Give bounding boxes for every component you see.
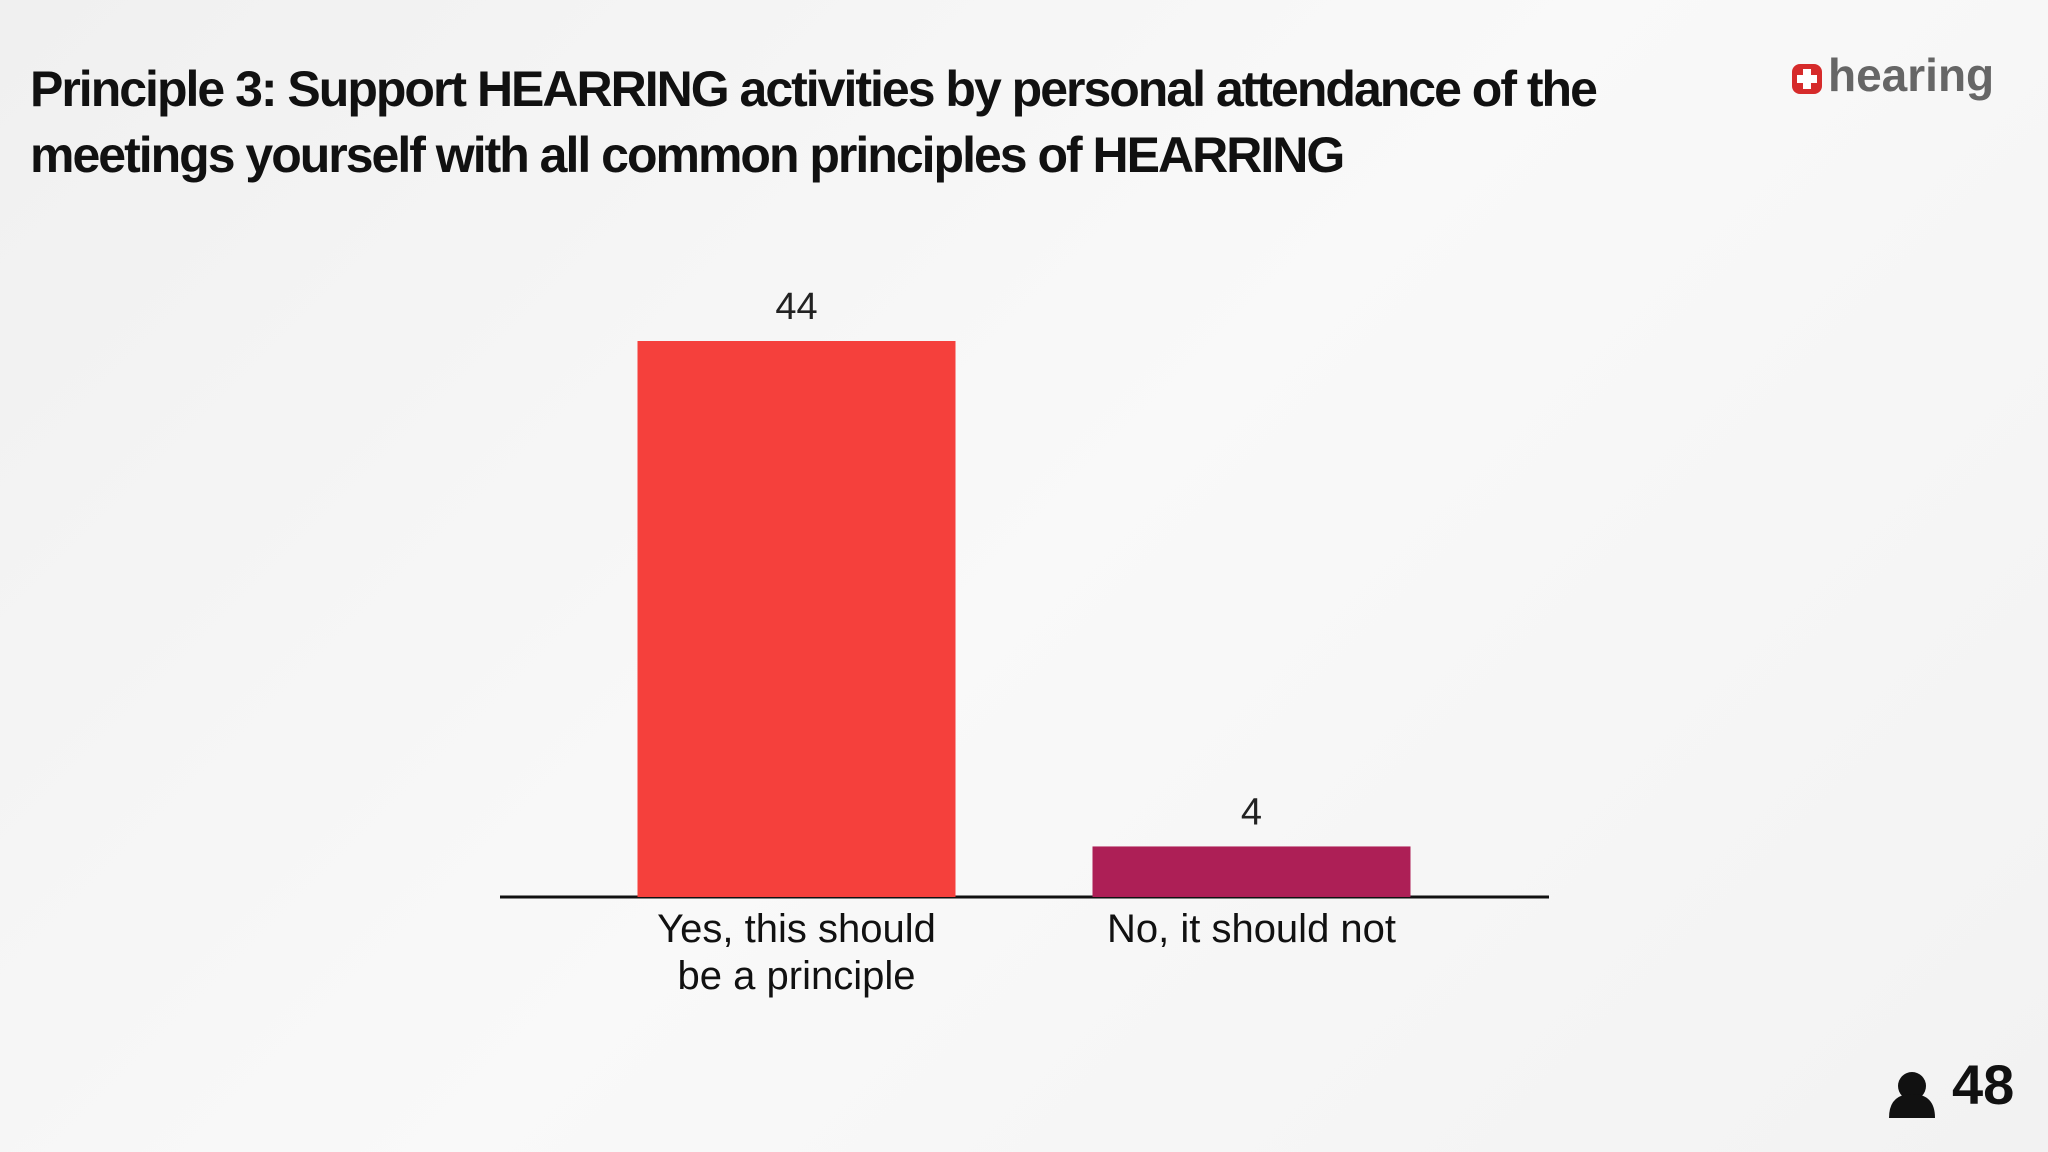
person-icon bbox=[1889, 1072, 1935, 1118]
value-label: 4 bbox=[1241, 791, 1262, 833]
logo-icon bbox=[1792, 63, 1822, 94]
bar bbox=[1092, 846, 1411, 897]
logo-text: hearing bbox=[1828, 49, 1995, 101]
category-label: No, it should not bbox=[1106, 907, 1397, 951]
bar bbox=[637, 341, 956, 897]
chart-title: Principle 3: Support HEARRING activities… bbox=[30, 61, 1598, 183]
participant-count: 48 bbox=[1952, 1053, 2015, 1116]
logo: hearing bbox=[1790, 48, 1994, 102]
value-label: 44 bbox=[775, 286, 817, 328]
category-label: Yes, this should be a principle bbox=[657, 907, 936, 998]
